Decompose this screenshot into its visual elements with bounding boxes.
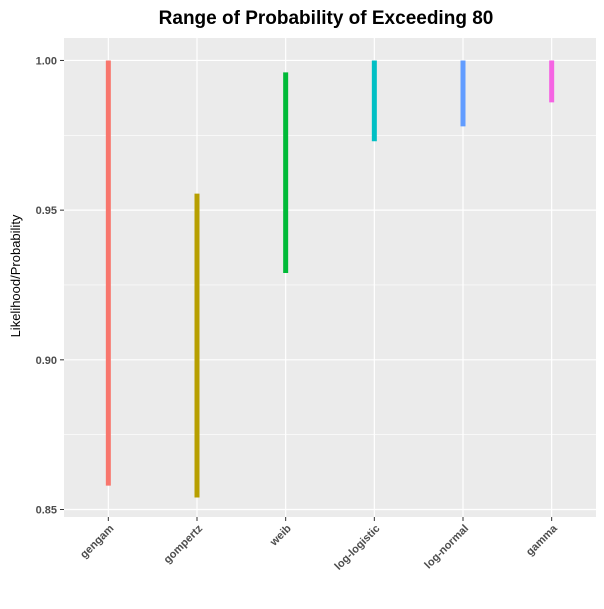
y-axis-label: Likelihood/Probability [8,214,23,337]
y-tick-label: 0.95 [36,205,57,217]
y-axis-ticks: 0.85 0.90 0.95 1.00 [36,55,64,517]
y-tick-label: 0.85 [36,505,57,517]
range-layer [105,60,555,498]
y-tick-label: 1.00 [36,55,57,67]
y-tick-label: 0.90 [36,355,57,367]
plot-panel [64,38,596,517]
chart-title: Range of Probability of Exceeding 80 [159,8,494,29]
